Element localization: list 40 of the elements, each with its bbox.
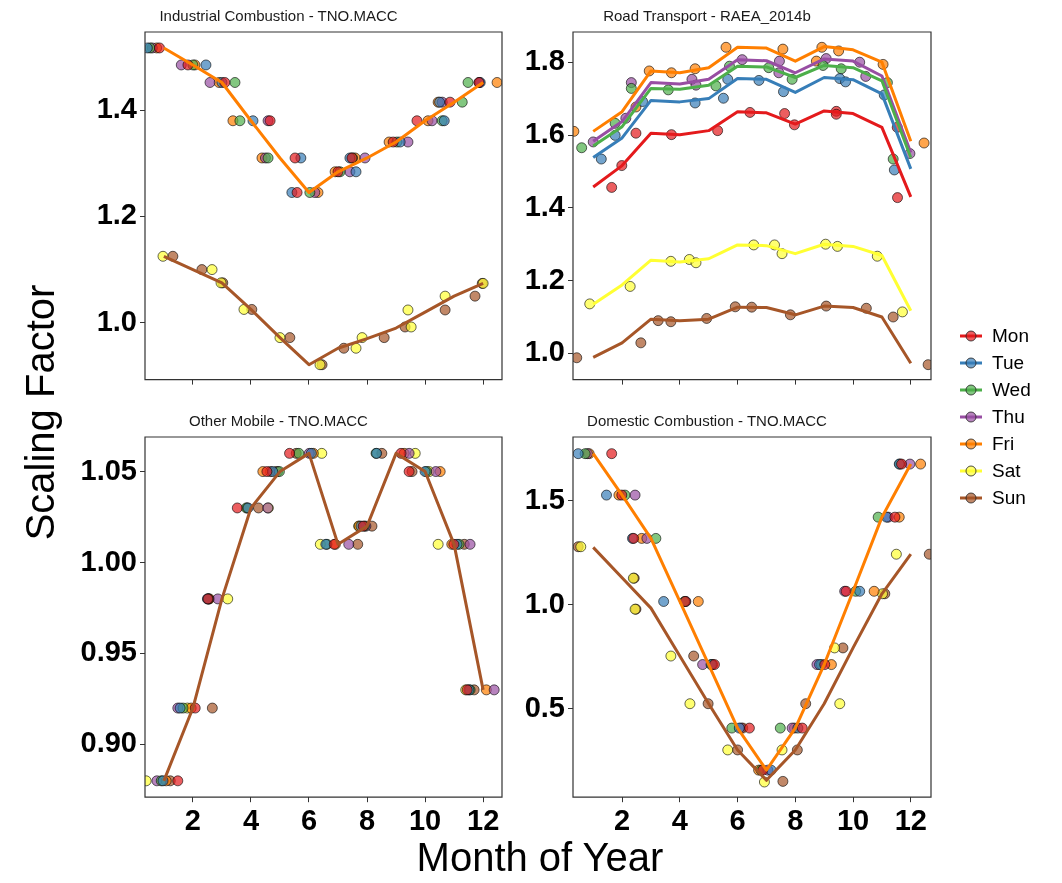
y-tick-label: 1.4 <box>96 92 137 125</box>
x-tick-label: 8 <box>358 803 376 836</box>
y-axis-title: Scaling Factor <box>17 283 63 543</box>
y-tick-label: 1.2 <box>96 198 137 231</box>
x-tick-label: 4 <box>671 803 688 836</box>
legend-label: Tue <box>992 351 1025 374</box>
x-tick-label: 10 <box>408 803 442 836</box>
y-tick-label: 0.95 <box>80 635 137 668</box>
y-tick-label: 1.8 <box>524 44 565 77</box>
legend-label: Mon <box>992 324 1029 347</box>
y-tick-label: 1.4 <box>524 189 565 222</box>
y-tick-label: 1.5 <box>524 482 565 515</box>
chart-title: Road Transport - RAEA_2014b <box>603 7 811 25</box>
x-tick-label: 10 <box>836 803 870 836</box>
y-tick-label: 1.00 <box>80 544 137 577</box>
x-tick-label: 6 <box>729 803 746 836</box>
legend-label: Thu <box>992 405 1025 428</box>
y-tick-label: 1.6 <box>524 117 565 150</box>
x-tick-label: 4 <box>242 803 260 836</box>
legend-label: Sun <box>992 486 1026 509</box>
x-tick-label: 12 <box>894 803 927 836</box>
y-tick-label: 0.5 <box>524 690 565 723</box>
y-tick-label: 1.0 <box>524 335 565 368</box>
chart-title: Industrial Combustion - TNO.MACC <box>159 7 398 25</box>
legend-label: Sat <box>992 459 1021 482</box>
y-tick-label: 1.2 <box>524 262 565 295</box>
y-tick-label: 1.0 <box>524 586 565 619</box>
y-tick-label: 0.90 <box>80 726 137 759</box>
chart-title: Other Mobile - TNO.MACC <box>189 412 369 430</box>
x-tick-label: 12 <box>467 803 500 836</box>
x-tick-label: 2 <box>614 803 631 836</box>
x-tick-label: 8 <box>787 803 804 836</box>
x-tick-label: 2 <box>184 803 201 836</box>
x-tick-label: 6 <box>300 803 318 836</box>
y-tick-label: 1.0 <box>96 304 137 337</box>
x-axis-title: Month of Year <box>415 835 665 880</box>
chart-title: Domestic Combustion - TNO.MACC <box>587 412 828 430</box>
legend-label: Fri <box>992 432 1015 455</box>
legend-label: Wed <box>992 378 1031 401</box>
y-tick-label: 1.05 <box>80 453 137 486</box>
